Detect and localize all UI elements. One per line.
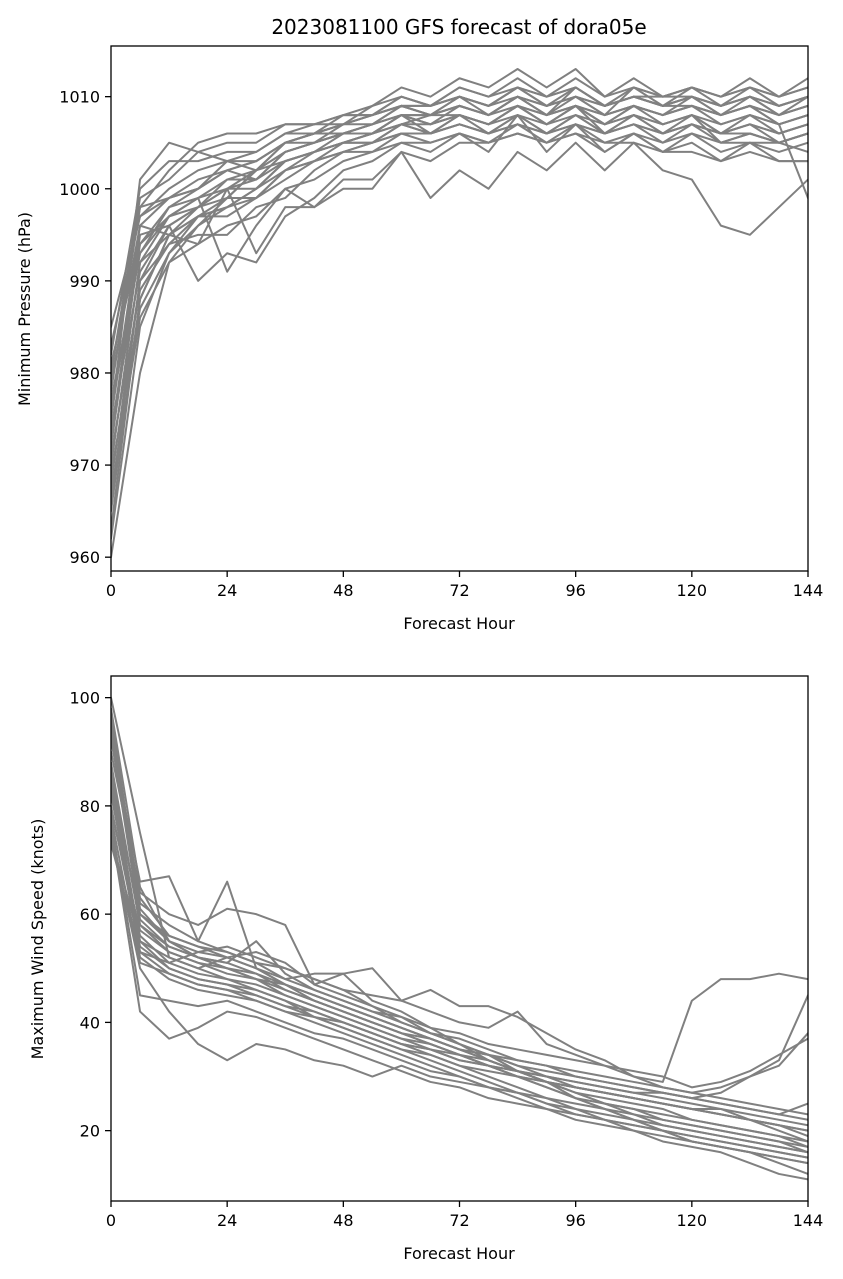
- pressure-y-tick-label: 970: [69, 456, 100, 475]
- pressure-x-tick-label: 48: [333, 581, 353, 600]
- wind-y-tick-label: 20: [80, 1122, 100, 1141]
- pressure-x-tick-label: 24: [217, 581, 237, 600]
- pressure-x-ticks: 0 24 48 72 96 120 144: [106, 571, 823, 600]
- wind-x-tick-label: 24: [217, 1211, 237, 1230]
- pressure-series-group: [111, 68, 808, 559]
- wind-series-group: [111, 696, 808, 1181]
- wind-member-line-23: [111, 729, 808, 1154]
- wind-x-tick-label: 48: [333, 1211, 353, 1230]
- wind-x-tick-label: 0: [106, 1211, 116, 1230]
- wind-member-line-24: [111, 712, 808, 1116]
- wind-member-line-20: [111, 842, 808, 1083]
- wind-panel: 0 24 48 72 96 120 144 20 40 60 80 100 Forecast Hou…: [28, 675, 823, 1263]
- pressure-y-tick-label: 1010: [59, 88, 100, 107]
- chart-title: 2023081100 GFS forecast of dora05e: [271, 15, 646, 39]
- pressure-member-line-17: [111, 114, 808, 439]
- pressure-y-tick-label: 980: [69, 364, 100, 383]
- wind-x-ticks: 0 24 48 72 96 120 144: [106, 1201, 823, 1230]
- wind-member-line-15: [111, 815, 808, 1138]
- pressure-y-tick-label: 960: [69, 548, 100, 567]
- pressure-x-tick-label: 96: [565, 581, 585, 600]
- wind-x-tick-label: 144: [793, 1211, 824, 1230]
- pressure-member-line-23: [111, 104, 808, 531]
- wind-member-line-17: [111, 826, 808, 1159]
- pressure-y-tick-label: 990: [69, 272, 100, 291]
- wind-y-tick-label: 100: [69, 689, 100, 708]
- pressure-x-tick-label: 72: [449, 581, 469, 600]
- pressure-y-tick-label: 1000: [59, 180, 100, 199]
- pressure-x-tick-label: 120: [677, 581, 708, 600]
- wind-y-axis-label: Maximum Wind Speed (knots): [28, 819, 47, 1060]
- pressure-x-axis-label: Forecast Hour: [403, 614, 515, 633]
- wind-x-tick-label: 120: [677, 1211, 708, 1230]
- pressure-panel: 2023081100 GFS forecast of dora05e 0 24 48…: [15, 15, 823, 633]
- pressure-member-line-25: [111, 95, 808, 374]
- wind-x-tick-label: 72: [449, 1211, 469, 1230]
- wind-member-line-12: [111, 794, 808, 1127]
- wind-y-ticks: 20 40 60 80 100: [69, 689, 111, 1141]
- pressure-member-line-18: [111, 132, 808, 384]
- wind-member-line-22: [111, 767, 808, 1089]
- pressure-y-axis-label: Minimum Pressure (hPa): [15, 212, 34, 406]
- wind-y-tick-label: 40: [80, 1013, 100, 1032]
- pressure-x-tick-label: 0: [106, 581, 116, 600]
- pressure-member-line-26: [111, 114, 808, 467]
- wind-y-tick-label: 60: [80, 905, 100, 924]
- wind-y-tick-label: 80: [80, 797, 100, 816]
- pressure-member-line-19: [111, 141, 808, 402]
- pressure-y-ticks: 960 970 980 990 1000 1010: [59, 88, 111, 567]
- wind-x-axis-label: Forecast Hour: [403, 1244, 515, 1263]
- wind-x-tick-label: 96: [565, 1211, 585, 1230]
- pressure-x-tick-label: 144: [793, 581, 824, 600]
- wind-member-line-16: [111, 821, 808, 1154]
